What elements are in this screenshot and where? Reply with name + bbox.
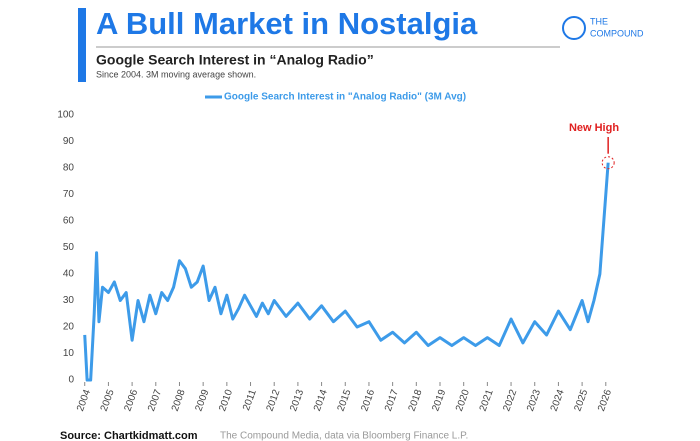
y-tick-label: 80 xyxy=(63,163,75,174)
y-tick-label: 20 xyxy=(63,322,75,333)
y-tick-label: 30 xyxy=(63,295,75,306)
x-tick-label: 2006 xyxy=(122,388,140,413)
x-tick-label: 2009 xyxy=(194,388,212,413)
x-tick-label: 2018 xyxy=(407,388,425,413)
x-tick-label: 2005 xyxy=(99,388,117,413)
y-tick-label: 10 xyxy=(63,348,75,359)
y-tick-label: 70 xyxy=(63,189,75,200)
note: Since 2004. 3M moving average shown. xyxy=(96,69,256,79)
x-tick-label: 2012 xyxy=(265,388,283,413)
x-tick-label: 2022 xyxy=(501,388,519,413)
source-text: The Compound Media, data via Bloomberg F… xyxy=(220,431,468,441)
x-tick-label: 2019 xyxy=(430,388,448,413)
y-tick-label: 60 xyxy=(63,216,75,227)
x-tick-label: 2017 xyxy=(383,388,401,413)
x-tick-label: 2008 xyxy=(170,388,188,413)
y-tick-label: 40 xyxy=(63,269,75,280)
x-tick-label: 2010 xyxy=(217,388,235,413)
annotation: New High xyxy=(569,122,619,134)
x-tick-label: 2024 xyxy=(549,388,567,413)
x-tick-label: 2014 xyxy=(312,388,330,413)
legend-label: Google Search Interest in "Analog Radio"… xyxy=(224,92,466,103)
accent-bar xyxy=(78,8,86,82)
x-tick-label: 2013 xyxy=(288,388,306,413)
x-tick-label: 2021 xyxy=(478,388,496,413)
x-tick-label: 2023 xyxy=(525,388,543,413)
annotation-marker xyxy=(601,156,615,170)
series-line xyxy=(83,162,610,382)
x-tick-label: 2016 xyxy=(359,388,377,413)
x-tick-label: 2015 xyxy=(336,388,354,413)
subtitle: Google Search Interest in “Analog Radio” xyxy=(96,52,374,68)
y-tick-label: 50 xyxy=(63,242,75,253)
brand-line: THE xyxy=(590,16,608,26)
x-tick-label: 2011 xyxy=(241,388,259,412)
x-tick-label: 2025 xyxy=(572,388,590,413)
x-tick-label: 2020 xyxy=(454,388,472,413)
x-tick-label: 2004 xyxy=(75,388,93,413)
brand-logo xyxy=(562,16,586,40)
source-label: Source: Chartkidmatt.com xyxy=(60,430,198,441)
chart-title: A Bull Market in Nostalgia xyxy=(96,6,478,41)
brand-line: COMPOUND xyxy=(590,28,644,38)
x-tick-label: 2026 xyxy=(596,388,614,413)
y-tick-label: 0 xyxy=(68,375,74,386)
y-tick-label: 100 xyxy=(57,110,74,121)
x-tick-label: 2007 xyxy=(146,388,164,413)
y-tick-label: 90 xyxy=(63,136,75,147)
